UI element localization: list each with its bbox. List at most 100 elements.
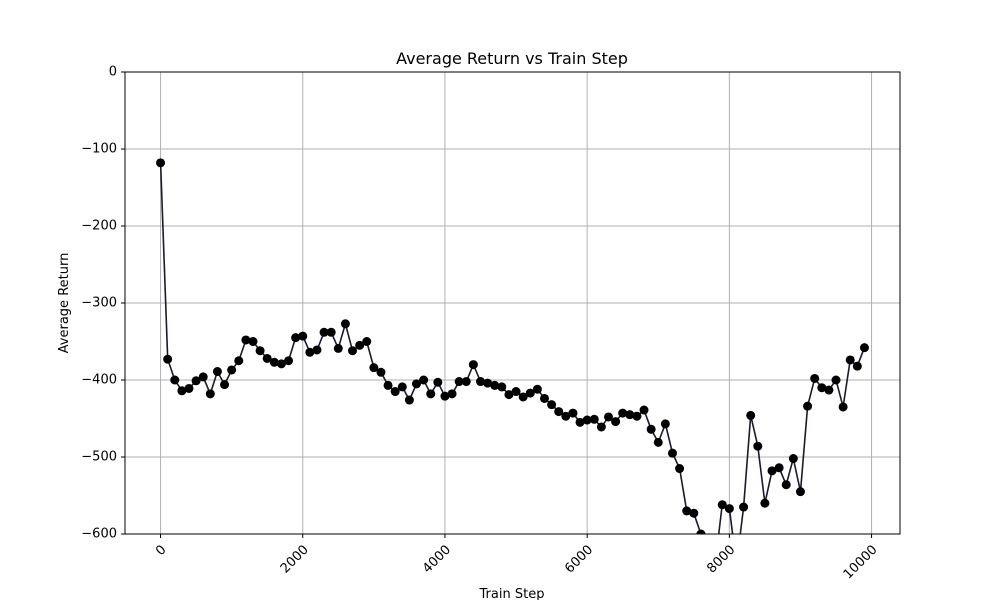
x-axis-label: Train Step [479, 587, 545, 600]
data-point [724, 504, 734, 514]
data-point [298, 331, 308, 341]
data-point [170, 375, 180, 385]
data-point [824, 385, 834, 395]
data-point [348, 346, 358, 356]
data-point [156, 158, 166, 168]
data-point [191, 376, 201, 386]
data-point [340, 319, 350, 329]
data-point [788, 454, 798, 464]
data-point [717, 500, 727, 510]
data-point [532, 384, 542, 394]
data-point [774, 463, 784, 473]
data-point [603, 412, 613, 422]
data-point [234, 356, 244, 366]
data-point [440, 391, 450, 401]
data-point [433, 377, 443, 387]
y-tick-label: 0 [109, 65, 117, 80]
data-point [426, 389, 436, 399]
data-point [319, 327, 329, 337]
data-point [262, 353, 272, 363]
data-point [468, 360, 478, 370]
data-point [689, 508, 699, 518]
data-point [454, 377, 464, 387]
y-tick-label: −300 [81, 296, 117, 311]
data-point [561, 411, 571, 421]
data-point [255, 346, 265, 356]
data-point [184, 383, 194, 393]
data-point [547, 400, 557, 410]
data-point [653, 437, 663, 447]
data-point [646, 424, 656, 434]
data-point [817, 383, 827, 393]
data-point [554, 407, 564, 417]
data-point [518, 392, 528, 402]
data-point [767, 466, 777, 476]
data-point [575, 417, 585, 427]
data-point [490, 380, 500, 390]
data-point [582, 415, 592, 425]
data-point [660, 419, 670, 429]
data-point [795, 487, 805, 497]
data-point [205, 389, 215, 399]
y-tick-label: −500 [81, 450, 117, 465]
data-point [369, 363, 379, 373]
data-point [511, 387, 521, 397]
y-tick-label: −400 [81, 373, 117, 388]
data-point [596, 422, 606, 432]
data-point [333, 343, 343, 353]
data-point [269, 357, 279, 367]
data-point [831, 375, 841, 385]
y-tick-label: −100 [81, 142, 117, 157]
data-point [539, 393, 549, 403]
data-point [739, 502, 749, 512]
data-point [618, 408, 628, 418]
data-point [781, 480, 791, 490]
data-point [476, 377, 486, 387]
data-point [852, 361, 862, 371]
data-point [362, 337, 372, 346]
data-point [241, 335, 251, 345]
data-point [404, 395, 414, 405]
data-point [810, 373, 820, 383]
data-point [611, 417, 621, 427]
data-point [326, 327, 336, 337]
data-point [696, 529, 706, 534]
data-point [412, 379, 422, 389]
data-point [803, 401, 813, 411]
data-point [390, 387, 400, 397]
data-point [483, 378, 493, 388]
data-point [753, 441, 763, 451]
y-tick-label: −200 [81, 219, 117, 234]
data-point [639, 405, 649, 415]
data-point [838, 402, 848, 412]
data-point [497, 382, 507, 392]
data-point [525, 388, 535, 398]
data-point [227, 365, 237, 375]
data-point [163, 354, 173, 364]
data-point [746, 410, 756, 420]
y-tick-label: −600 [81, 527, 117, 542]
data-point [568, 408, 578, 418]
data-point [355, 340, 365, 350]
data-point [859, 343, 869, 353]
data-point [397, 382, 407, 392]
data-point [419, 375, 429, 385]
data-point [625, 410, 635, 420]
data-point [220, 380, 230, 390]
data-point [447, 389, 457, 399]
data-point [667, 448, 677, 458]
data-point [276, 359, 286, 369]
data-point [682, 506, 692, 516]
data-point [305, 347, 315, 357]
data-point [845, 355, 855, 365]
data-point [376, 367, 386, 377]
data-point [177, 386, 187, 396]
chart-title: Average Return vs Train Step [396, 49, 628, 68]
data-point [504, 390, 514, 400]
data-point [312, 345, 322, 355]
data-point [675, 464, 685, 474]
data-point [461, 377, 471, 387]
data-point [284, 356, 294, 366]
